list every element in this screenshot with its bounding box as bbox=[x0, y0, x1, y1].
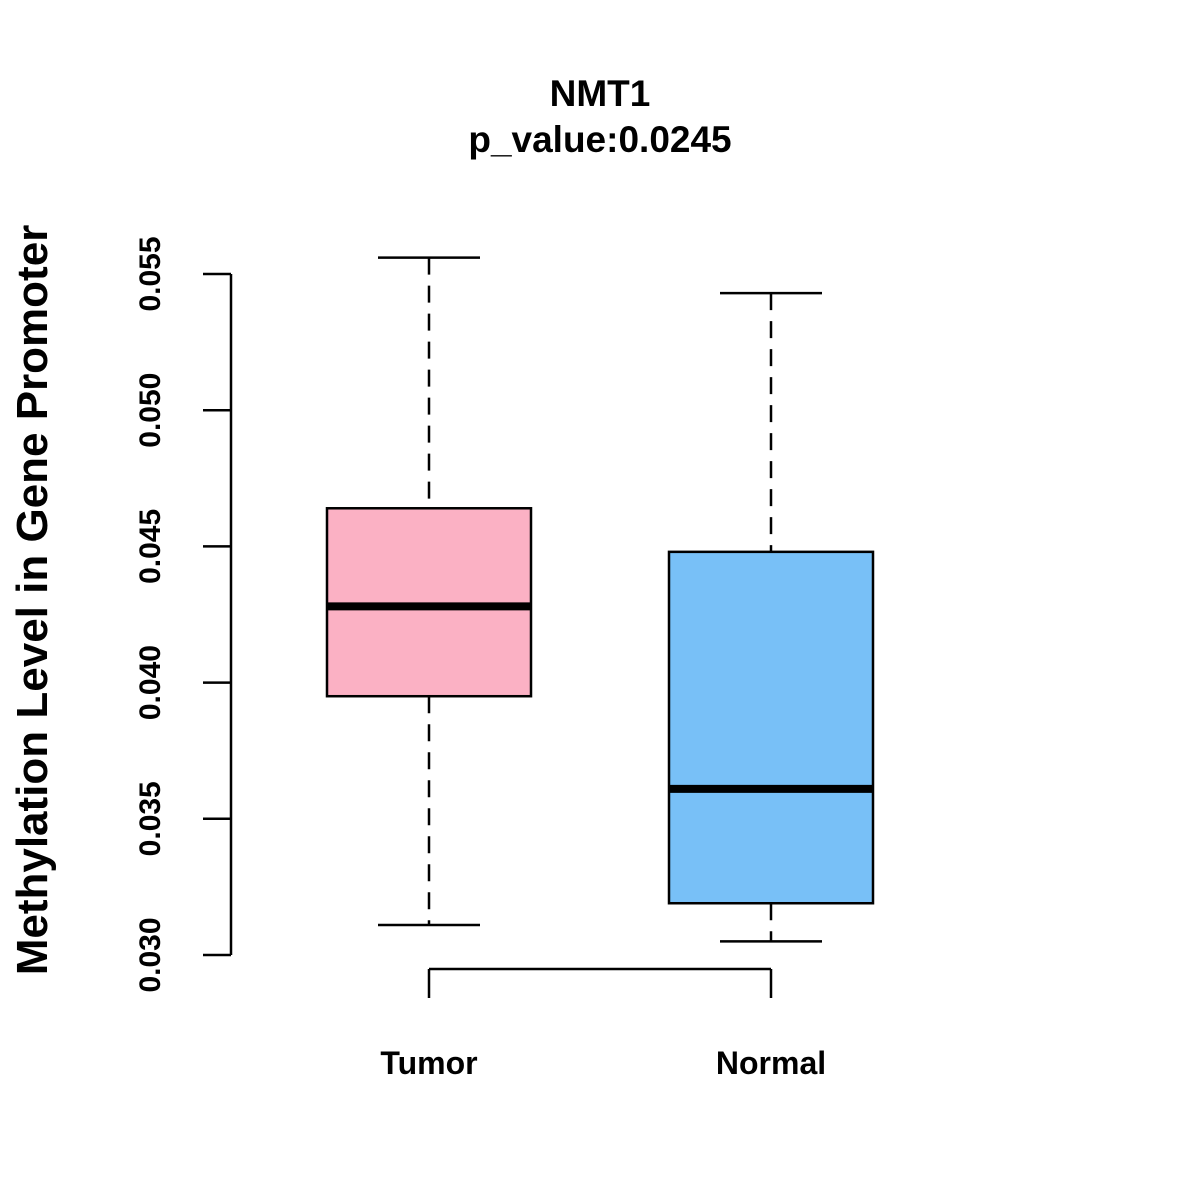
x-tick-label: Tumor bbox=[380, 1045, 477, 1081]
y-tick-label: 0.045 bbox=[134, 509, 167, 584]
chart-subtitle: p_value:0.0245 bbox=[468, 119, 731, 160]
x-axis: Tumor Normal bbox=[380, 967, 826, 1081]
boxes-group bbox=[325, 256, 875, 943]
y-tick-label: 0.050 bbox=[134, 373, 167, 448]
y-tick-label: 0.030 bbox=[134, 917, 167, 992]
y-tick-label: 0.040 bbox=[134, 645, 167, 720]
box-normal bbox=[667, 291, 875, 943]
x-tick-label: Normal bbox=[716, 1045, 826, 1081]
chart-title: NMT1 bbox=[550, 73, 651, 114]
y-tick-label: 0.055 bbox=[134, 236, 167, 311]
iqr-box bbox=[667, 550, 875, 905]
iqr-box bbox=[325, 507, 533, 698]
y-tick-label: 0.035 bbox=[134, 781, 167, 856]
box-tumor bbox=[325, 256, 533, 927]
y-axis-label: Methylation Level in Gene Promoter bbox=[8, 225, 57, 976]
y-axis: 0.030 0.035 0.040 0.045 0.050 0.055 bbox=[134, 236, 233, 993]
